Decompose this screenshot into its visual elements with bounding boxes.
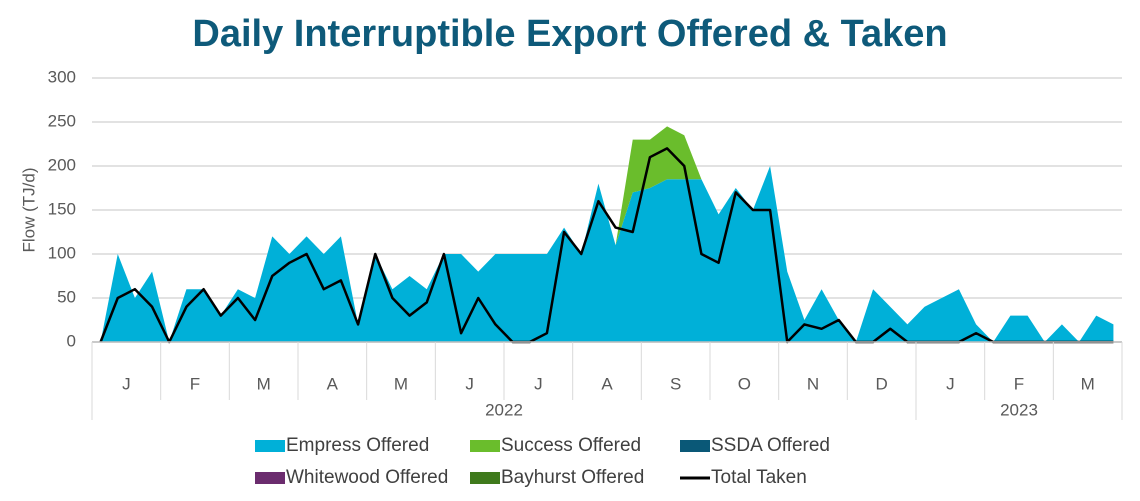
x-tick-label: N [807, 374, 819, 393]
y-tick-label: 150 [48, 199, 76, 218]
year-label: 2022 [485, 400, 523, 419]
x-tick-label: S [670, 374, 681, 393]
legend-label: Bayhurst Offered [501, 467, 644, 488]
y-tick-label: 250 [48, 111, 76, 130]
x-tick-label: A [601, 374, 613, 393]
legend-label: Empress Offered [286, 435, 429, 456]
x-tick-label: O [738, 374, 751, 393]
x-tick-label: M [1081, 374, 1095, 393]
legend-swatch [255, 440, 285, 452]
y-tick-label: 50 [57, 287, 76, 306]
year-label: 2023 [1000, 400, 1038, 419]
x-tick-label: J [946, 374, 955, 393]
legend-swatch [470, 472, 500, 484]
legend-swatch [255, 472, 285, 484]
y-tick-label: 300 [48, 67, 76, 86]
x-tick-label: J [534, 374, 543, 393]
legend-swatch [680, 440, 710, 452]
x-tick-label: J [465, 374, 474, 393]
x-tick-label: F [1014, 374, 1024, 393]
y-tick-label: 0 [67, 331, 76, 350]
legend-label: Total Taken [711, 467, 807, 488]
y-tick-label: 100 [48, 243, 76, 262]
x-tick-label: D [876, 374, 888, 393]
x-tick-label: J [122, 374, 131, 393]
legend-label: SSDA Offered [711, 435, 830, 456]
x-tick-label: F [190, 374, 200, 393]
legend-swatch [470, 440, 500, 452]
x-tick-label: M [257, 374, 271, 393]
x-tick-label: A [327, 374, 339, 393]
legend-label: Whitewood Offered [286, 467, 448, 488]
x-tick-label: M [394, 374, 408, 393]
legend-label: Success Offered [501, 435, 641, 456]
y-axis-label: Flow (TJ/d) [19, 168, 38, 253]
area [100, 166, 1114, 342]
chart-title: Daily Interruptible Export Offered & Tak… [192, 13, 947, 55]
y-tick-label: 200 [48, 155, 76, 174]
